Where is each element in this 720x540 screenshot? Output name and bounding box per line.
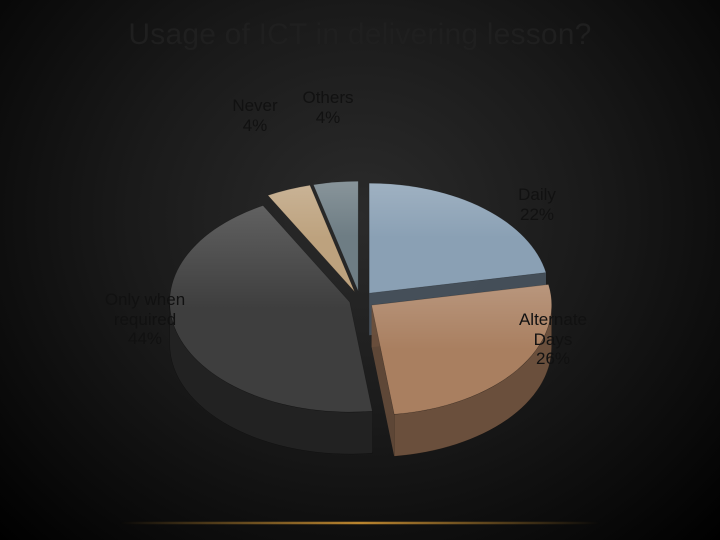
label-required-line3: 44% [128,329,162,348]
label-required-line2: required [114,310,176,329]
pie-chart [150,105,570,465]
label-never-line1: Never [232,96,277,115]
label-daily-line2: 22% [520,205,554,224]
label-alternate-line2: Days [534,330,573,349]
label-alternate: Alternate Days 26% [498,310,608,369]
slide-background: Usage of ICT in delivering lesson? Daily… [0,0,720,540]
label-others-line1: Others [302,88,353,107]
label-never: Never 4% [220,96,290,135]
label-never-line2: 4% [243,116,268,135]
label-others: Others 4% [288,88,368,127]
label-daily-line1: Daily [518,185,556,204]
chart-title: Usage of ICT in delivering lesson? [0,18,720,52]
label-alternate-line1: Alternate [519,310,587,329]
label-alternate-line3: 26% [536,349,570,368]
bottom-accent-line [120,522,600,524]
label-required-line1: Only when [105,290,185,309]
pie-svg [150,105,570,465]
label-required: Only when required 44% [85,290,205,349]
label-others-line2: 4% [316,108,341,127]
label-daily: Daily 22% [492,185,582,224]
